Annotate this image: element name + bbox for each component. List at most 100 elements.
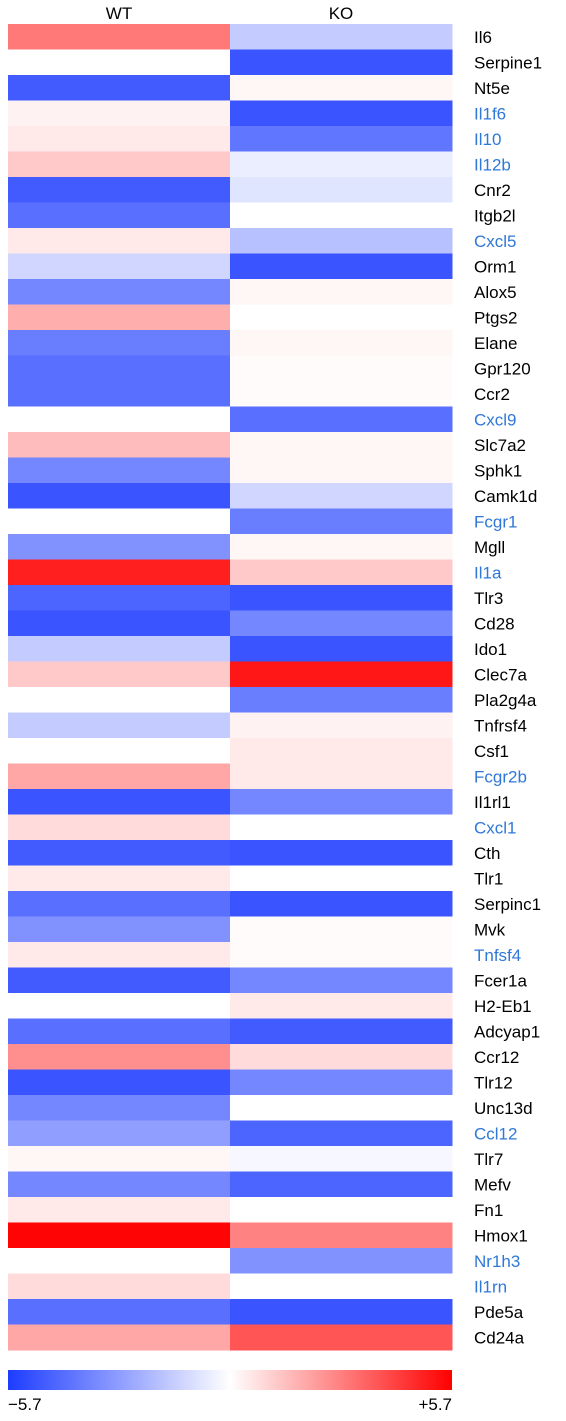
heatmap-cell-cd28-ko bbox=[230, 610, 453, 637]
heatmap-cell-pde5a-wt bbox=[8, 1299, 231, 1325]
heatmap-cell-cd24a-wt bbox=[8, 1324, 231, 1351]
row-label-h2-eb1: H2-Eb1 bbox=[474, 997, 532, 1016]
heatmap-cell-fcgr1-ko bbox=[230, 508, 453, 535]
heatmap-cell-tlr1-wt bbox=[8, 865, 231, 892]
row-label-pla2g4a: Pla2g4a bbox=[474, 691, 537, 710]
heatmap-cell-il10-wt bbox=[8, 126, 231, 152]
heatmap-cell-orm1-wt bbox=[8, 253, 231, 280]
row-label-nt5e: Nt5e bbox=[474, 79, 510, 98]
row-label-mvk: Mvk bbox=[474, 920, 506, 939]
heatmap-cell-il1f6-wt bbox=[8, 100, 231, 127]
heatmap-cell-serpinc1-wt bbox=[8, 891, 231, 917]
row-label-tnfrsf4: Tnfrsf4 bbox=[474, 716, 527, 735]
row-label-cxcl1: Cxcl1 bbox=[474, 818, 517, 837]
heatmap-cell-serpine1-wt bbox=[8, 49, 231, 76]
heatmap-cell-il1rn-ko bbox=[230, 1273, 453, 1300]
heatmap-cell-fcer1a-ko bbox=[230, 967, 453, 994]
heatmap-cell-nr1h3-wt bbox=[8, 1248, 231, 1274]
heatmap-cell-pla2g4a-ko bbox=[230, 687, 453, 713]
heatmap-cell-h2-eb1-wt bbox=[8, 993, 231, 1019]
row-label-tnfsf4: Tnfsf4 bbox=[474, 946, 521, 965]
heatmap-cell-il1rn-wt bbox=[8, 1273, 231, 1300]
heatmap-cell-il12b-wt bbox=[8, 151, 231, 178]
column-header-wt: WT bbox=[106, 4, 132, 23]
heatmap-cell-tlr7-ko bbox=[230, 1146, 453, 1172]
heatmap-cell-ccl12-wt bbox=[8, 1120, 231, 1147]
row-label-serpine1: Serpine1 bbox=[474, 53, 542, 72]
heatmap-cell-il6-ko bbox=[230, 24, 453, 50]
heatmap-cell-cxcl9-ko bbox=[230, 406, 453, 433]
heatmap-cell-ptgs2-ko bbox=[230, 304, 453, 331]
heatmap-cell-ccr12-wt bbox=[8, 1044, 231, 1070]
row-label-ccl12: Ccl12 bbox=[474, 1124, 517, 1143]
heatmap-cell-il6-wt bbox=[8, 24, 231, 50]
colorbar bbox=[8, 1370, 452, 1390]
heatmap-cell-fcer1a-wt bbox=[8, 967, 231, 994]
heatmap-cell-sphk1-wt bbox=[8, 457, 231, 484]
heatmap-cell-fn1-wt bbox=[8, 1197, 231, 1223]
heatmap-cell-cd28-wt bbox=[8, 610, 231, 637]
heatmap-cell-elane-wt bbox=[8, 330, 231, 356]
heatmap-cell-cnr2-ko bbox=[230, 177, 453, 203]
row-label-il1a: Il1a bbox=[474, 563, 502, 582]
heatmap-cell-tlr1-ko bbox=[230, 865, 453, 892]
heatmap-cell-gpr120-wt bbox=[8, 355, 231, 382]
heatmap-cell-hmox1-ko bbox=[230, 1222, 453, 1249]
heatmap-cell-ido1-wt bbox=[8, 636, 231, 662]
heatmap-cell-fn1-ko bbox=[230, 1197, 453, 1223]
row-label-fcgr1: Fcgr1 bbox=[474, 512, 517, 531]
row-label-tlr12: Tlr12 bbox=[474, 1073, 513, 1092]
heatmap-cell-unc13d-wt bbox=[8, 1095, 231, 1121]
heatmap-cell-tlr12-wt bbox=[8, 1069, 231, 1096]
heatmap-cell-itgb2l-ko bbox=[230, 202, 453, 229]
heatmap-cell-itgb2l-wt bbox=[8, 202, 231, 229]
heatmap-cell-pde5a-ko bbox=[230, 1299, 453, 1325]
heatmap-cell-il12b-ko bbox=[230, 151, 453, 178]
row-label-elane: Elane bbox=[474, 334, 517, 353]
heatmap-cell-fcgr2b-ko bbox=[230, 763, 453, 790]
heatmap-cell-cxcl9-wt bbox=[8, 406, 231, 433]
heatmap-cell-il1rl1-wt bbox=[8, 789, 231, 815]
row-label-adcyap1: Adcyap1 bbox=[474, 1022, 540, 1041]
row-label-il1rn: Il1rn bbox=[474, 1277, 507, 1296]
row-label-ido1: Ido1 bbox=[474, 640, 507, 659]
row-label-unc13d: Unc13d bbox=[474, 1099, 533, 1118]
heatmap-cell-cd24a-ko bbox=[230, 1324, 453, 1351]
heatmap-cell-il10-ko bbox=[230, 126, 453, 152]
heatmap-cell-camk1d-ko bbox=[230, 483, 453, 509]
heatmap-cell-nr1h3-ko bbox=[230, 1248, 453, 1274]
heatmap-cell-nt5e-ko bbox=[230, 75, 453, 101]
row-label-cd24a: Cd24a bbox=[474, 1328, 525, 1347]
row-label-il6: Il6 bbox=[474, 28, 492, 47]
row-label-clec7a: Clec7a bbox=[474, 665, 527, 684]
heatmap-cell-tlr3-ko bbox=[230, 585, 453, 611]
row-label-il1rl1: Il1rl1 bbox=[474, 793, 511, 812]
heatmap-cell-tlr12-ko bbox=[230, 1069, 453, 1096]
heatmap-cell-il1rl1-ko bbox=[230, 789, 453, 815]
heatmap-cell-nt5e-wt bbox=[8, 75, 231, 101]
heatmap-cell-mefv-wt bbox=[8, 1171, 231, 1198]
heatmap-cell-mvk-wt bbox=[8, 916, 231, 943]
heatmap-cell-mvk-ko bbox=[230, 916, 453, 943]
heatmap-cell-ccr2-ko bbox=[230, 381, 453, 407]
heatmap-cell-ido1-ko bbox=[230, 636, 453, 662]
heatmap-cell-adcyap1-ko bbox=[230, 1018, 453, 1045]
row-label-itgb2l: Itgb2l bbox=[474, 206, 516, 225]
heatmap-cell-mefv-ko bbox=[230, 1171, 453, 1198]
heatmap-cell-unc13d-ko bbox=[230, 1095, 453, 1121]
row-label-mefv: Mefv bbox=[474, 1175, 511, 1194]
row-label-mgll: Mgll bbox=[474, 538, 505, 557]
heatmap-cell-ccr2-wt bbox=[8, 381, 231, 407]
heatmap-cell-sphk1-ko bbox=[230, 457, 453, 484]
row-label-fcgr2b: Fcgr2b bbox=[474, 767, 527, 786]
row-label-il12b: Il12b bbox=[474, 155, 511, 174]
heatmap-cell-fcgr1-wt bbox=[8, 508, 231, 535]
row-label-gpr120: Gpr120 bbox=[474, 359, 531, 378]
heatmap-cell-fcgr2b-wt bbox=[8, 763, 231, 790]
heatmap-cell-ccr12-ko bbox=[230, 1044, 453, 1070]
row-label-pde5a: Pde5a bbox=[474, 1303, 524, 1322]
row-label-cd28: Cd28 bbox=[474, 614, 515, 633]
heatmap-cell-tnfsf4-ko bbox=[230, 942, 453, 968]
row-label-fn1: Fn1 bbox=[474, 1201, 503, 1220]
heatmap-cell-hmox1-wt bbox=[8, 1222, 231, 1249]
